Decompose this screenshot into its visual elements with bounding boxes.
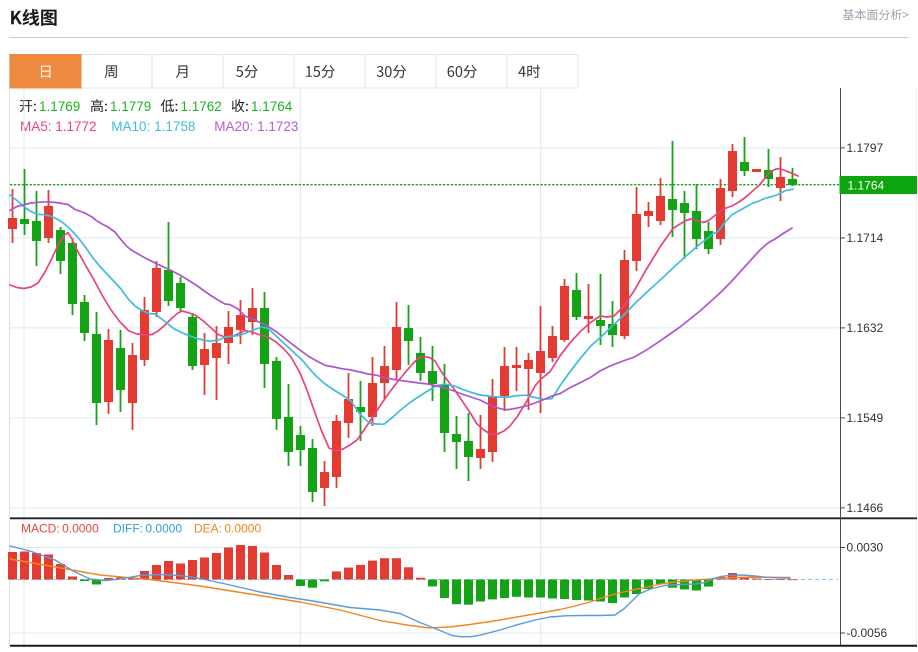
svg-text:DIFF: 0.0000: DIFF: 0.0000	[113, 522, 182, 536]
svg-text:DEA: 0.0000: DEA: 0.0000	[194, 522, 261, 536]
svg-text:-0.0056: -0.0056	[847, 626, 888, 640]
svg-text:MACD: 0.0000: MACD: 0.0000	[21, 522, 99, 536]
svg-text:MA10: 1.1758: MA10: 1.1758	[111, 119, 195, 134]
svg-text:1.1769: 1.1769	[39, 99, 80, 114]
svg-text:MA5: 1.1772: MA5: 1.1772	[20, 119, 97, 134]
svg-text:1.1714: 1.1714	[847, 231, 884, 245]
svg-text:1.1549: 1.1549	[847, 411, 884, 425]
svg-text:1.1797: 1.1797	[847, 141, 884, 155]
svg-text:1.1632: 1.1632	[847, 321, 884, 335]
svg-text:1.1764: 1.1764	[251, 99, 293, 114]
svg-text:1.1764: 1.1764	[848, 179, 885, 193]
svg-text:1.1762: 1.1762	[181, 99, 222, 114]
svg-text:0.0030: 0.0030	[847, 541, 884, 555]
svg-text:1.1466: 1.1466	[847, 501, 884, 515]
svg-text:1.1779: 1.1779	[110, 99, 151, 114]
svg-text:MA20: 1.1723: MA20: 1.1723	[214, 119, 298, 134]
